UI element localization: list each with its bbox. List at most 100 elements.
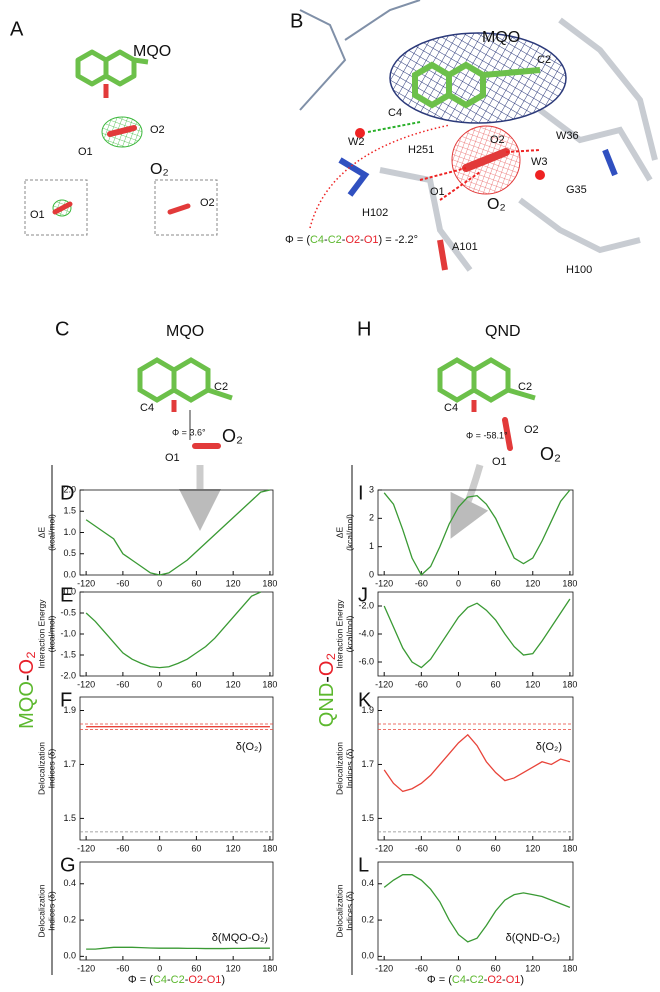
x-tick-label: -120 — [375, 963, 393, 973]
y-tick-label: 3 — [369, 484, 374, 494]
formula-part: O2 — [487, 974, 502, 986]
x-tick-label: 0 — [456, 578, 461, 588]
x-tick-label: 60 — [191, 679, 201, 689]
formula-part: - — [484, 974, 488, 986]
y-tick-label: -2.0 — [358, 600, 374, 610]
formula: Φ = (C4-C2-O2-O1) — [128, 974, 225, 986]
panel-label: C4 — [444, 402, 458, 414]
annotation: δ(MQO-O₂) — [212, 932, 268, 944]
y-tick-label: 1.9 — [63, 705, 76, 715]
formula-part: - — [167, 974, 171, 986]
y-tick-label: -4.0 — [358, 628, 374, 638]
panel-c-art — [137, 357, 233, 531]
data-line — [383, 874, 571, 943]
panel-label: C2 — [214, 381, 228, 393]
y-tick-label: 1.9 — [361, 705, 374, 715]
x-tick-label: 0 — [157, 963, 162, 973]
panel-label: O1 — [430, 186, 445, 198]
y-axis-label: Delocalization — [36, 742, 46, 795]
x-tick-label: 60 — [191, 843, 201, 853]
y-tick-label: 0.0 — [63, 586, 76, 596]
x-tick-label: 120 — [226, 843, 241, 853]
y-tick-label: -2.0 — [60, 670, 76, 680]
panel-label: C2 — [537, 54, 551, 66]
panel-label: O2 — [150, 124, 165, 136]
panel-label: H100 — [566, 264, 592, 276]
formula-part: O1 — [364, 234, 379, 246]
x-tick-label: 0 — [456, 679, 461, 689]
formula-part: - — [342, 234, 346, 246]
y-axis-label: ΔE — [334, 527, 344, 539]
y-tick-label: 0.4 — [63, 878, 76, 888]
y-tick-label: 1.5 — [63, 506, 76, 516]
x-tick-label: 180 — [262, 963, 277, 973]
y-tick-label: -0.5 — [60, 607, 76, 617]
x-tick-label: 0 — [456, 963, 461, 973]
x-tick-label: -60 — [415, 679, 428, 689]
side-label-part: - — [16, 674, 38, 681]
panel-a-art — [24, 49, 218, 236]
x-tick-label: 0 — [456, 843, 461, 853]
x-tick-label: 60 — [491, 843, 501, 853]
annotation: δ(QND-O₂) — [506, 932, 560, 944]
x-tick-label: -60 — [415, 963, 428, 973]
y-axis-label: Interaction Energy — [36, 599, 46, 669]
side-label-part: - — [316, 676, 338, 683]
formula-part: - — [502, 974, 506, 986]
y-tick-label: 1.5 — [63, 813, 76, 823]
x-tick-label: 180 — [262, 843, 277, 853]
panel-label: O1 — [492, 456, 507, 468]
x-tick-label: -120 — [77, 843, 95, 853]
x-tick-label: 0 — [157, 679, 162, 689]
panel-label: Φ = 3.6° — [172, 427, 206, 437]
panel-label: O₂ — [150, 161, 169, 178]
formula: Φ = (C4-C2-O2-O1) — [427, 974, 524, 986]
data-line — [85, 489, 271, 576]
formula-part: Φ = ( — [285, 234, 310, 246]
plot-frame — [377, 696, 574, 841]
panel-letter: H — [357, 318, 371, 340]
x-tick-label: 120 — [525, 963, 540, 973]
x-tick-label: -120 — [77, 679, 95, 689]
y-tick-label: 0.5 — [63, 548, 76, 558]
y-axis-label: Indices (δ) — [46, 748, 56, 788]
x-tick-label: 60 — [491, 578, 501, 588]
x-tick-label: -60 — [415, 843, 428, 853]
x-tick-label: -60 — [415, 578, 428, 588]
y-tick-label: 0.2 — [63, 914, 76, 924]
formula-part: Φ = ( — [128, 974, 153, 986]
y-tick-label: -1.5 — [60, 649, 76, 659]
y-tick-label: -1.0 — [60, 628, 76, 638]
x-tick-label: -120 — [375, 843, 393, 853]
y-axis-label: (kcal/mol) — [46, 514, 56, 551]
y-tick-label: 1.7 — [63, 759, 76, 769]
y-axis-label: Indices (δ) — [344, 891, 354, 931]
side-label: QND-O₂ — [316, 653, 338, 727]
x-tick-label: 60 — [191, 963, 201, 973]
panel-label: MQO — [166, 323, 204, 340]
panel-label: C4 — [140, 402, 154, 414]
x-tick-label: 180 — [562, 679, 577, 689]
y-tick-label: 0.2 — [361, 914, 374, 924]
panel-label: O1 — [30, 209, 45, 221]
data-line — [86, 946, 270, 950]
panel-label: O2 — [200, 197, 215, 209]
y-axis-label: Indices (δ) — [344, 748, 354, 788]
panel-label: G35 — [566, 184, 587, 196]
data-line — [383, 733, 571, 793]
formula-part: O1 — [506, 974, 521, 986]
data-line — [85, 591, 262, 669]
x-tick-label: 180 — [262, 679, 277, 689]
formula-part: C4 — [153, 974, 167, 986]
y-tick-label: 2 — [369, 513, 374, 523]
formula-part: - — [360, 234, 364, 246]
x-tick-label: 120 — [226, 963, 241, 973]
x-tick-label: 120 — [226, 679, 241, 689]
panel-label: MQO — [133, 43, 171, 60]
x-tick-label: -60 — [116, 679, 129, 689]
y-axis-label: (kcal/mol) — [344, 615, 354, 652]
formula-part: C2 — [171, 974, 185, 986]
formula-part: - — [324, 234, 328, 246]
y-axis-label: (kcal/mol) — [46, 615, 56, 652]
